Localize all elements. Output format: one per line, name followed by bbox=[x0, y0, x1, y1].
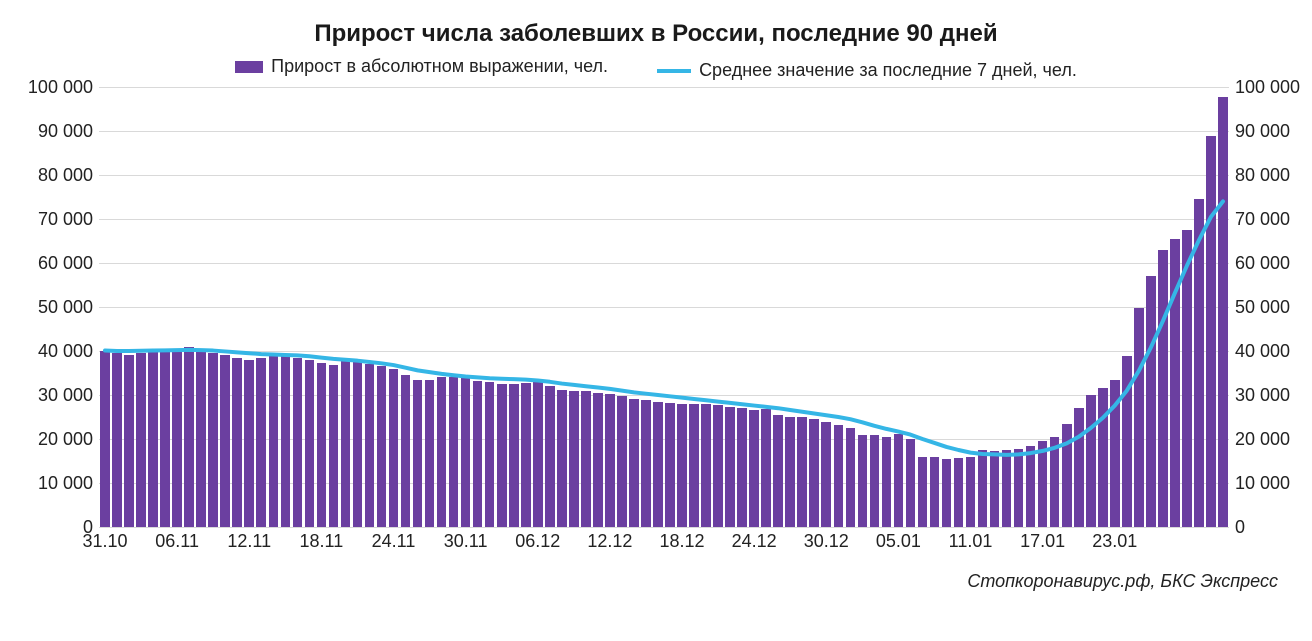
x-tick-label: 24.12 bbox=[732, 531, 777, 552]
y-tick-label-right: 80 000 bbox=[1235, 165, 1290, 186]
y-tick-label-right: 30 000 bbox=[1235, 385, 1290, 406]
gridline bbox=[99, 527, 1229, 528]
chart-legend: Прирост в абсолютном выражении, чел. Сре… bbox=[24, 56, 1288, 81]
y-tick-label-left: 20 000 bbox=[38, 429, 93, 450]
x-tick-label: 24.11 bbox=[372, 531, 416, 552]
y-tick-label-right: 40 000 bbox=[1235, 341, 1290, 362]
legend-item-bar: Прирост в абсолютном выражении, чел. bbox=[235, 56, 608, 77]
y-tick-label-right: 20 000 bbox=[1235, 429, 1290, 450]
legend-swatch-line bbox=[657, 69, 691, 73]
x-tick-label: 12.12 bbox=[587, 531, 632, 552]
x-tick-label: 18.11 bbox=[300, 531, 344, 552]
legend-label-bar: Прирост в абсолютном выражении, чел. bbox=[271, 56, 608, 77]
x-tick-label: 23.01 bbox=[1092, 531, 1137, 552]
x-tick-label: 06.12 bbox=[515, 531, 560, 552]
moving-average-line bbox=[105, 201, 1223, 454]
plot-area bbox=[99, 87, 1229, 527]
y-tick-label-left: 60 000 bbox=[38, 253, 93, 274]
legend-label-line: Среднее значение за последние 7 дней, че… bbox=[699, 60, 1077, 81]
y-tick-label-right: 50 000 bbox=[1235, 297, 1290, 318]
legend-swatch-bar bbox=[235, 61, 263, 73]
y-tick-label-left: 40 000 bbox=[38, 341, 93, 362]
y-tick-label-left: 70 000 bbox=[38, 209, 93, 230]
line-overlay bbox=[99, 87, 1229, 527]
y-tick-label-left: 30 000 bbox=[38, 385, 93, 406]
chart-title: Прирост числа заболевших в России, после… bbox=[24, 20, 1288, 48]
x-tick-label: 18.12 bbox=[660, 531, 705, 552]
chart-source: Стопкоронавирус.рф, БКС Экспресс bbox=[24, 571, 1288, 592]
y-tick-label-right: 0 bbox=[1235, 517, 1245, 538]
x-tick-label: 30.11 bbox=[444, 531, 488, 552]
y-tick-label-left: 80 000 bbox=[38, 165, 93, 186]
y-tick-label-right: 70 000 bbox=[1235, 209, 1290, 230]
x-tick-label: 06.11 bbox=[155, 531, 199, 552]
y-tick-label-left: 100 000 bbox=[28, 77, 93, 98]
y-tick-label-right: 60 000 bbox=[1235, 253, 1290, 274]
legend-item-line: Среднее значение за последние 7 дней, че… bbox=[657, 60, 1077, 81]
y-tick-label-right: 100 000 bbox=[1235, 77, 1300, 98]
y-tick-label-right: 90 000 bbox=[1235, 121, 1290, 142]
x-tick-label: 05.01 bbox=[876, 531, 921, 552]
y-tick-label-right: 10 000 bbox=[1235, 473, 1290, 494]
y-tick-label-left: 50 000 bbox=[38, 297, 93, 318]
plot-wrap: 0010 00010 00020 00020 00030 00030 00040… bbox=[24, 87, 1304, 567]
y-tick-label-left: 10 000 bbox=[38, 473, 93, 494]
y-tick-label-left: 90 000 bbox=[38, 121, 93, 142]
x-tick-label: 12.11 bbox=[227, 531, 271, 552]
x-tick-label: 31.10 bbox=[82, 531, 127, 552]
chart-container: Прирост числа заболевших в России, после… bbox=[0, 0, 1312, 641]
x-tick-label: 17.01 bbox=[1020, 531, 1065, 552]
x-tick-label: 11.01 bbox=[949, 531, 993, 552]
x-tick-label: 30.12 bbox=[804, 531, 849, 552]
